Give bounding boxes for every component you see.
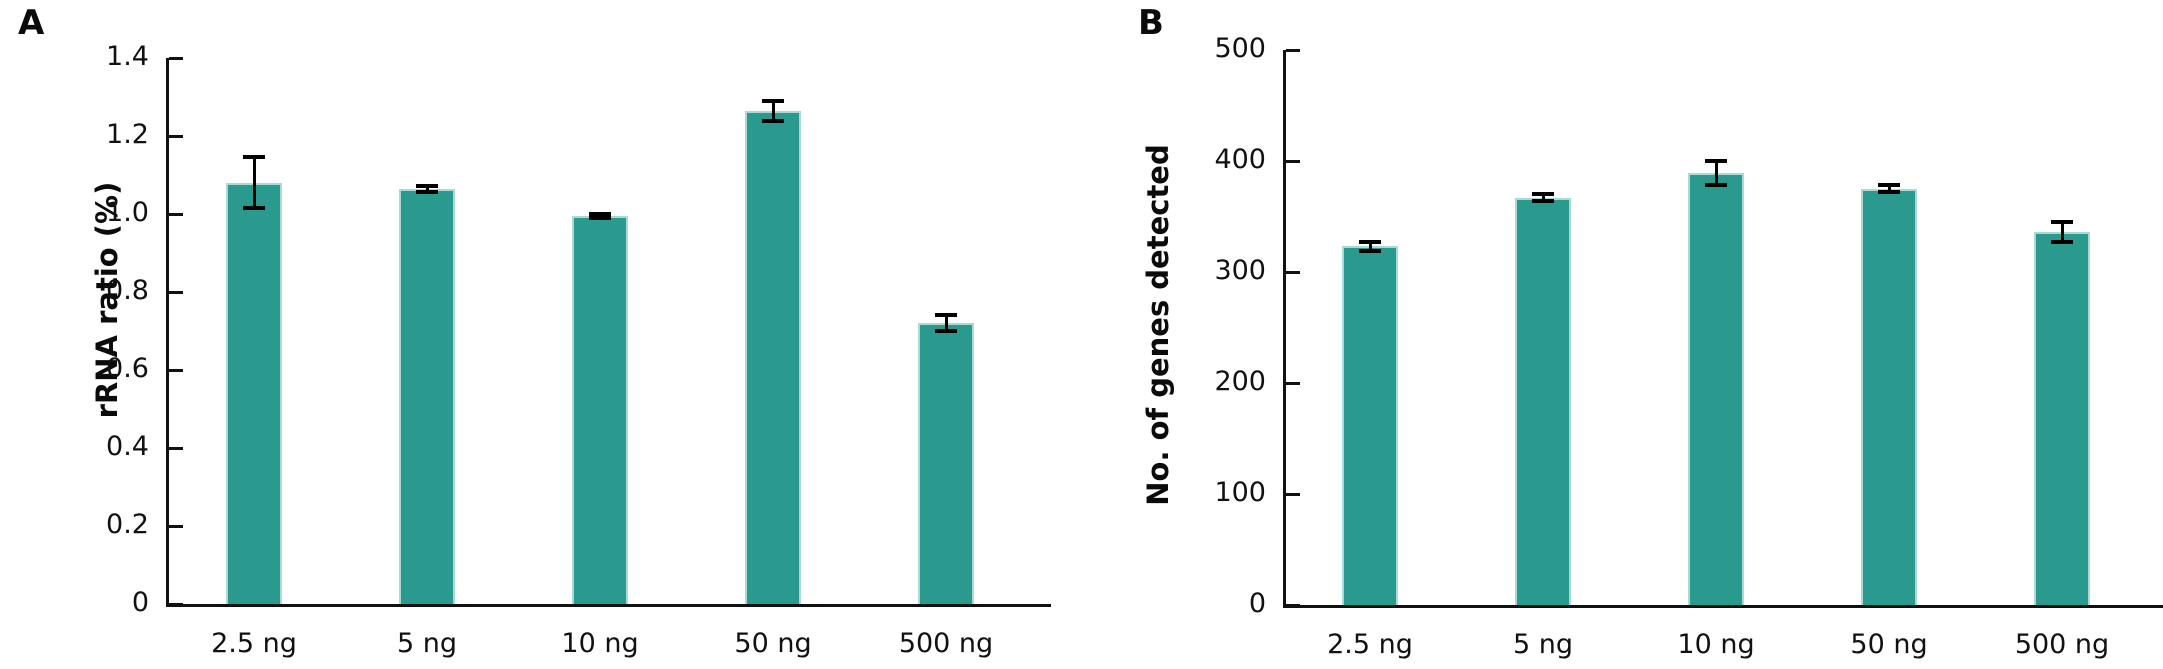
error-bar-cap [416, 189, 438, 194]
error-bar-cap [762, 98, 784, 103]
error-bar-cap [2051, 220, 2073, 225]
error-bar-cap [1705, 183, 1727, 188]
x-category-label: 500 ng [2014, 629, 2110, 660]
bar-50-ng [1861, 188, 1917, 605]
y-tick-mark [169, 524, 183, 528]
panel-b-plot-area: 0 100 200 300 400 500 2.5 ng 5 ng 10 ng 50 ng 500 … [1214, 33, 2163, 660]
error-bar-stem [1541, 194, 1545, 201]
y-tick-label: 300 [1214, 255, 1266, 286]
y-tick-label: 500 [1214, 33, 1266, 64]
bar-5-ng [1515, 197, 1571, 605]
error-bar-cap [1532, 198, 1554, 203]
error-bar-cap [1878, 190, 1900, 195]
y-tick-mark [169, 212, 183, 216]
bar-500-ng [918, 323, 974, 604]
panel-b-y-axis-title: No. of genes detected [1141, 144, 1175, 506]
panel-b-letter: B [1138, 3, 1164, 43]
error-bar-cap [762, 118, 784, 123]
y-tick-mark [169, 368, 183, 372]
x-category-label: 500 ng [898, 628, 994, 659]
y-tick-label: 1.0 [106, 197, 149, 228]
y-tick-label: 1.2 [106, 119, 149, 150]
panel-b: B No. of genes detected 0 100 200 300 400 500… [1100, 0, 2163, 669]
y-tick-label: 0.8 [106, 275, 149, 306]
bar-500-ng [2034, 232, 2090, 605]
error-bar-cap [589, 212, 611, 216]
error-bar-cap [589, 215, 611, 220]
error-bar-cap [1705, 159, 1727, 163]
error-bar-cap [1359, 248, 1381, 253]
x-category-label: 50 ng [734, 628, 812, 659]
error-bar-stem [425, 185, 429, 192]
error-bar-stem [771, 100, 775, 121]
x-category-label: 5 ng [396, 628, 457, 659]
error-bar-cap [1532, 192, 1554, 197]
y-tick-mark [1286, 603, 1300, 607]
y-tick-mark [1286, 159, 1300, 163]
y-tick-label: 100 [1214, 477, 1266, 508]
y-tick-label: 0.6 [106, 353, 149, 384]
y-tick-mark [1286, 381, 1300, 385]
error-bar-cap [2051, 240, 2073, 245]
y-tick-mark [169, 134, 183, 138]
error-bar-stem [2060, 222, 2064, 243]
y-tick-mark [169, 446, 183, 450]
error-bar-stem [252, 157, 256, 209]
y-tick-mark [169, 56, 183, 60]
error-bar-cap [1359, 240, 1381, 245]
y-tick-label: 1.4 [106, 41, 149, 72]
y-tick-mark [169, 602, 183, 606]
error-bar-stem [1714, 161, 1718, 186]
bar-2.5-ng [1342, 246, 1398, 605]
error-bar-stem [1887, 185, 1891, 193]
error-bar-cap [243, 206, 265, 211]
y-tick-label: 200 [1214, 366, 1266, 397]
y-tick-label: 400 [1214, 144, 1266, 175]
bar-10-ng [1688, 173, 1744, 605]
error-bar-cap [935, 329, 957, 333]
error-bar-cap [416, 183, 438, 188]
y-tick-label: 0.2 [106, 509, 149, 540]
y-tick-mark [1286, 492, 1300, 496]
error-bar-cap [1878, 183, 1900, 188]
y-tick-label: 0.4 [106, 431, 149, 462]
y-tick-label: 0 [131, 587, 149, 618]
y-tick-mark [1286, 270, 1300, 274]
y-tick-mark [1286, 48, 1300, 52]
y-tick-label: 0 [1248, 588, 1266, 619]
bar-5-ng [399, 188, 455, 604]
error-bar-cap [935, 313, 957, 318]
y-tick-mark [169, 290, 183, 294]
error-bar-stem [944, 315, 948, 331]
panel-a: A rRNA ratio (%) 0 0.2 0.4 0.6 0.8 1.0 1.2 1.4 2… [18, 3, 1051, 659]
panel-a-plot-area: 0 0.2 0.4 0.6 0.8 1.0 1.2 1.4 2.5 ng 5 ng 10 ng 50 … [106, 41, 1051, 659]
bar-2.5-ng [226, 182, 282, 604]
x-category-label: 2.5 ng [1327, 629, 1413, 660]
x-category-label: 5 ng [1512, 629, 1573, 660]
panel-a-letter: A [18, 3, 45, 43]
x-category-label: 10 ng [561, 628, 639, 659]
bar-50-ng [745, 110, 801, 604]
x-category-label: 50 ng [1850, 629, 1928, 660]
error-bar-stem [1368, 242, 1372, 251]
error-bar-cap [243, 155, 265, 160]
x-category-label: 10 ng [1677, 629, 1755, 660]
bar-10-ng [572, 215, 628, 604]
x-category-label: 2.5 ng [211, 628, 297, 659]
